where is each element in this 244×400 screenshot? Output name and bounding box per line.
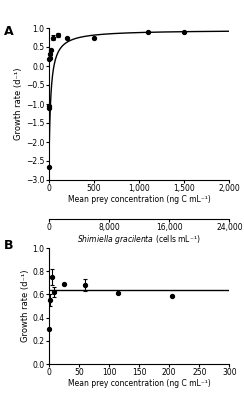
Point (49, 47, 53, 53)
Point (48, 297, 52, 303)
Point (48, 54, 52, 61)
Point (83, 282, 87, 288)
Point (56, 32, 60, 38)
Y-axis label: Growth rate (d⁻¹): Growth rate (d⁻¹) (21, 270, 30, 342)
X-axis label: $\it{Shimiella}$ $\it{gracilenta}$ (cells mL⁻¹): $\it{Shimiella}$ $\it{gracilenta}$ (cell… (77, 234, 201, 246)
Point (47, 104, 51, 111)
Point (52, 289, 56, 295)
Point (47, 164, 51, 170)
Point (65, 34, 69, 41)
Point (62, 281, 66, 287)
Point (48, 51, 52, 57)
Text: A: A (4, 25, 13, 38)
Point (182, 29, 186, 35)
Point (47, 56, 51, 62)
Y-axis label: Growth rate (d⁻¹): Growth rate (d⁻¹) (14, 68, 23, 140)
Point (116, 290, 120, 296)
Point (170, 293, 174, 299)
Point (51, 34, 55, 41)
X-axis label: Mean prey concentration (ng C mL⁻¹): Mean prey concentration (ng C mL⁻¹) (68, 378, 211, 388)
Point (146, 29, 150, 35)
Point (47, 103, 51, 109)
Point (47, 326, 51, 332)
Text: B: B (4, 239, 13, 252)
X-axis label: Mean prey concentration (ng C mL⁻¹): Mean prey concentration (ng C mL⁻¹) (68, 194, 211, 204)
Point (92, 34, 96, 41)
Point (50, 274, 54, 280)
